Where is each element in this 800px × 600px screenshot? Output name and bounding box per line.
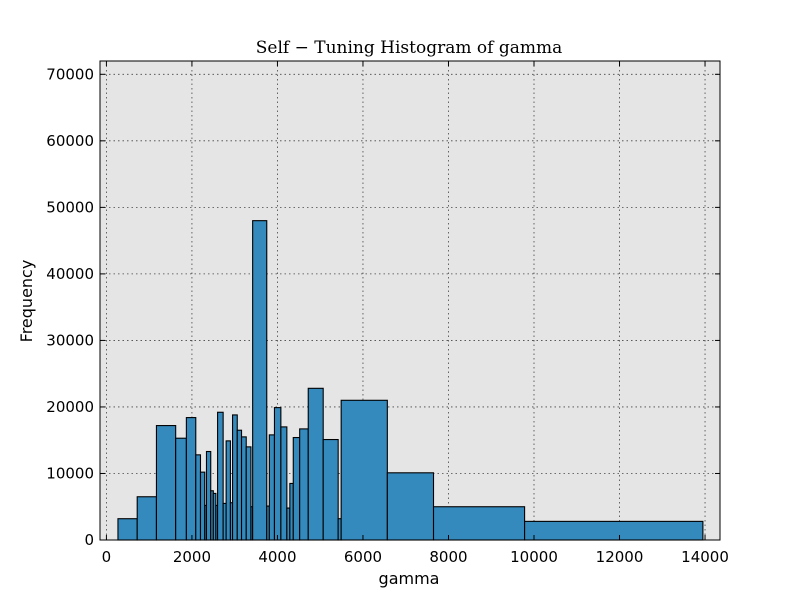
y-tick-label: 40000 bbox=[46, 265, 94, 283]
x-tick-label: 8000 bbox=[429, 548, 467, 566]
histogram-bar bbox=[195, 454, 202, 541]
histogram-bar bbox=[199, 471, 206, 541]
histogram-bar bbox=[299, 428, 309, 541]
histogram-bar bbox=[432, 506, 526, 541]
gridlines bbox=[100, 61, 720, 541]
y-tick-label: 10000 bbox=[46, 464, 94, 482]
histogram-bar bbox=[217, 411, 224, 541]
x-tick-label: 10000 bbox=[510, 548, 558, 566]
histogram-bar bbox=[245, 446, 252, 541]
histogram-bar bbox=[205, 450, 212, 541]
histogram-bar bbox=[236, 429, 243, 541]
x-tick-label: 6000 bbox=[344, 548, 382, 566]
y-tick-label: 20000 bbox=[46, 398, 94, 416]
histogram-bar bbox=[175, 437, 187, 541]
histogram-bar bbox=[155, 425, 177, 541]
histogram-bar bbox=[136, 496, 157, 541]
histogram-bar bbox=[280, 426, 288, 541]
histogram-bar bbox=[340, 399, 388, 541]
y-tick-label: 50000 bbox=[46, 198, 94, 216]
x-axis-label: gamma bbox=[379, 569, 440, 588]
plot-background bbox=[100, 61, 720, 540]
y-tick-label: 0 bbox=[84, 531, 94, 549]
y-tick-label: 30000 bbox=[46, 331, 94, 349]
histogram-bar bbox=[117, 518, 138, 541]
x-tick-label: 12000 bbox=[596, 548, 644, 566]
plot-frame bbox=[99, 60, 721, 541]
x-tick-label: 4000 bbox=[258, 548, 296, 566]
histogram-bar bbox=[524, 520, 704, 541]
x-tick-label: 14000 bbox=[681, 548, 729, 566]
histogram-bar bbox=[232, 414, 238, 541]
histogram-bar bbox=[307, 387, 324, 541]
y-axis-label: Frequency bbox=[17, 260, 36, 343]
y-tick-label: 60000 bbox=[46, 132, 94, 150]
histogram-bar bbox=[225, 440, 231, 541]
histogram-bar bbox=[240, 436, 247, 541]
y-tick-label: 70000 bbox=[46, 65, 94, 83]
histogram-bar bbox=[386, 472, 435, 541]
histogram-bar bbox=[252, 220, 268, 541]
x-tick-label: 2000 bbox=[173, 548, 211, 566]
axis-ticks: 0 2000 4000 6000 8000 10000 12000 14000 0 10000 20… bbox=[46, 61, 729, 566]
x-tick-label: 0 bbox=[102, 548, 112, 566]
histogram-bar bbox=[322, 438, 339, 541]
histogram-bar bbox=[273, 407, 282, 541]
histogram-bar bbox=[292, 436, 301, 541]
chart-title: Self − Tuning Histogram of gamma bbox=[256, 38, 562, 58]
histogram-bar bbox=[185, 417, 197, 541]
histogram-bar bbox=[268, 434, 276, 541]
